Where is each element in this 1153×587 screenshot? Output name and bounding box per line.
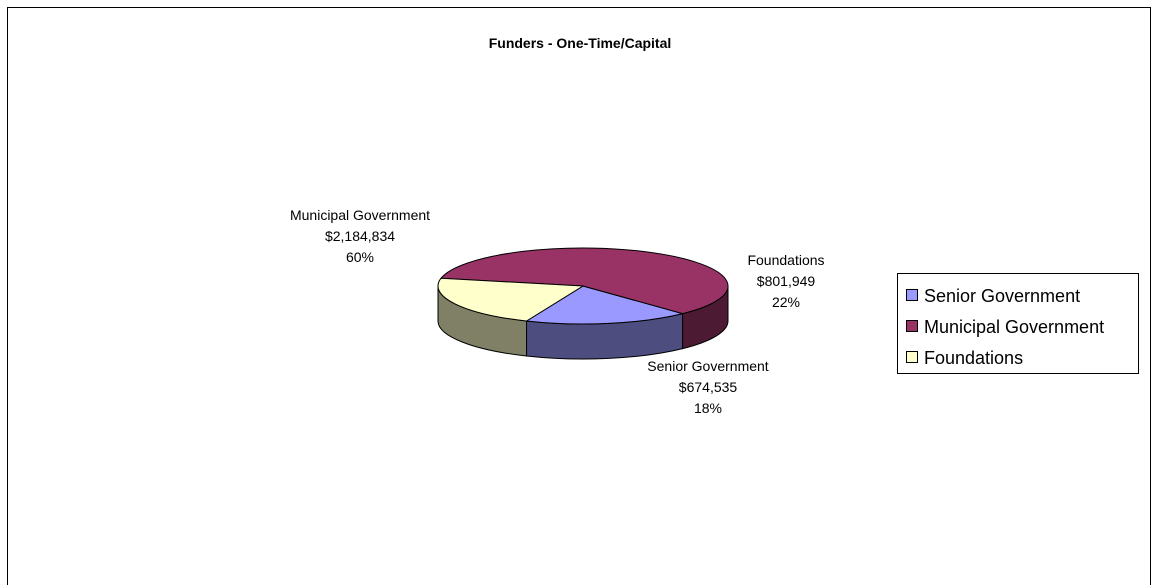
- pie-slice-senior-government: [525, 285, 685, 325]
- label-foundations: Foundations $801,949 22%: [701, 250, 871, 313]
- legend-label: Senior Government: [924, 286, 1081, 306]
- label-name: Municipal Government: [289, 207, 431, 223]
- label-name: Senior Government: [647, 358, 769, 374]
- legend-swatch: [906, 289, 918, 302]
- label-value: $2,184,834: [324, 228, 396, 244]
- pie-slice-municipal-government: [440, 247, 729, 315]
- pie-chart: [437, 247, 729, 360]
- legend-label: Foundations: [924, 348, 1024, 368]
- label-senior-government: Senior Government $674,535 18%: [618, 356, 798, 419]
- label-percent: 18%: [693, 400, 723, 416]
- legend-item-senior-government: Senior Government: [906, 286, 1080, 306]
- legend-swatch: [906, 320, 918, 333]
- label-percent: 22%: [771, 294, 801, 310]
- legend: Senior Government Municipal Government F…: [897, 273, 1139, 374]
- legend-item-foundations: Foundations: [906, 348, 1023, 368]
- chart-title: Funders - One-Time/Capital: [488, 35, 672, 51]
- legend-item-municipal-government: Municipal Government: [906, 317, 1104, 337]
- label-municipal-government: Municipal Government $2,184,834 60%: [260, 205, 460, 268]
- label-percent: 60%: [345, 249, 375, 265]
- pie-slice-foundations: [437, 277, 585, 322]
- label-value: $801,949: [756, 273, 816, 289]
- label-name: Foundations: [747, 252, 825, 268]
- label-value: $674,535: [678, 379, 738, 395]
- legend-swatch: [906, 351, 918, 364]
- legend-label: Municipal Government: [924, 317, 1105, 337]
